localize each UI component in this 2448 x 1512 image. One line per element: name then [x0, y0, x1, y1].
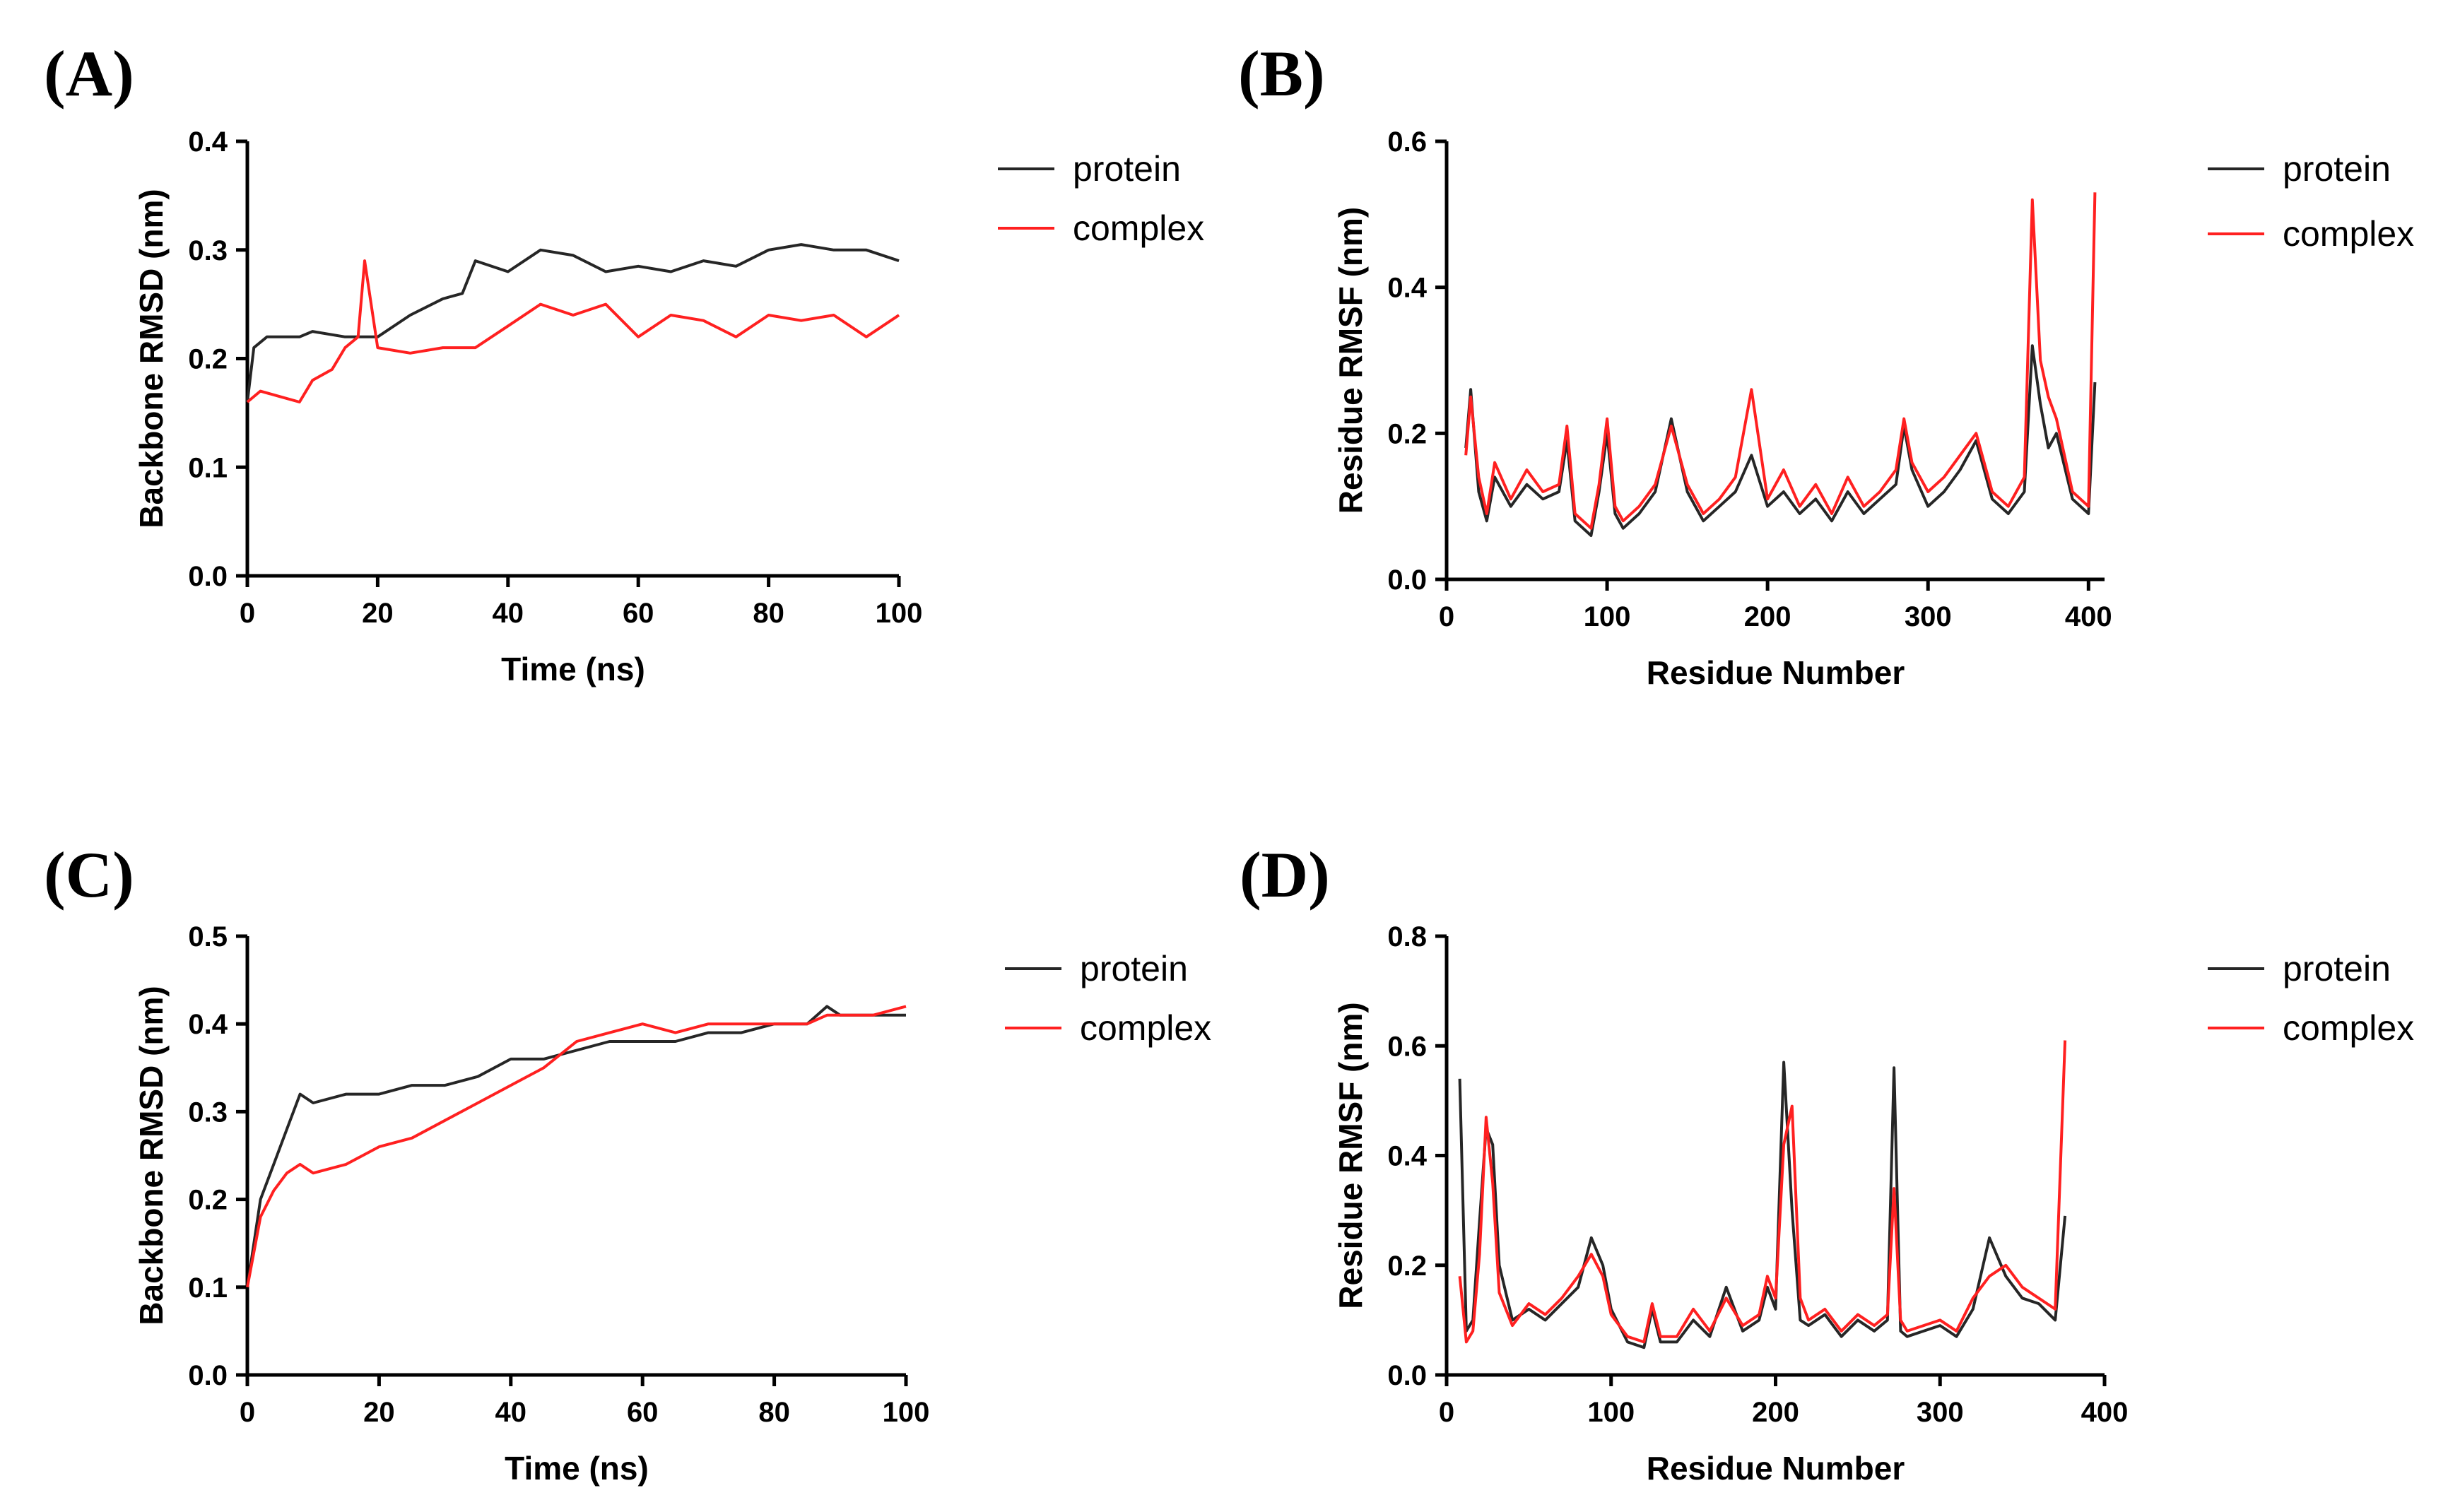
legend-label-complex: complex: [1073, 208, 1205, 248]
legend-item-protein: protein: [2208, 148, 2391, 189]
x-tick-label: 0: [240, 598, 255, 629]
legend-item-complex: complex: [998, 208, 1204, 249]
x-tick-label: 60: [623, 598, 654, 629]
y-tick-label: 0.2: [1387, 418, 1427, 449]
legend-swatch-complex: [1005, 1027, 1061, 1029]
series-line-protein: [246, 1005, 906, 1288]
y-tick-label: 0.2: [1387, 1251, 1427, 1282]
x-tick-label: 300: [1905, 601, 1952, 632]
x-tick-label: 200: [1744, 601, 1791, 632]
x-tick-label: 80: [753, 598, 784, 629]
panel-label: (C): [44, 839, 134, 911]
legend-swatch-protein: [2208, 967, 2264, 970]
legend-swatch-complex: [2208, 232, 2264, 235]
panel-a: (A) 0.0 0.1 0.2 0.3 0.4 0 20 40 60 80 100 Time (ns)…: [0, 0, 1224, 756]
x-tick-label: 40: [495, 1397, 527, 1428]
y-tick-label: 0.6: [1387, 1031, 1427, 1062]
x-tick-label: 40: [493, 598, 524, 629]
y-tick-label: 0.3: [188, 1097, 228, 1128]
legend-label-complex: complex: [1080, 1008, 1212, 1048]
y-tick-label: 0.1: [188, 452, 228, 483]
y-tick-label: 0.4: [1387, 273, 1427, 304]
rmsd-chart-c: 0.0 0.1 0.2 0.3 0.4 0.5 0 20 40 60 80 100 Time (ns) B…: [133, 921, 930, 1487]
panel-label: (B): [1238, 37, 1325, 110]
y-tick-label: 0.2: [188, 1185, 228, 1216]
rmsd-chart-a: 0.0 0.1 0.2 0.3 0.4 0 20 40 60 80 100 Time (ns) Back…: [133, 126, 923, 687]
x-axis-label: Residue Number: [1647, 654, 1905, 691]
x-tick-label: 60: [627, 1397, 659, 1428]
series-line-complex: [1458, 1040, 2067, 1344]
y-tick-label: 0.3: [188, 235, 228, 266]
x-tick-label: 300: [1917, 1397, 1964, 1428]
panel-label: (D): [1240, 839, 1330, 911]
x-axis-label: Residue Number: [1647, 1450, 1905, 1487]
legend-label-protein: protein: [2283, 949, 2391, 988]
y-tick-label: 0.0: [1387, 565, 1427, 596]
y-tick-label: 0.1: [188, 1272, 228, 1304]
y-tick-label: 0.0: [188, 561, 228, 592]
y-tick-label: 0.4: [188, 1009, 228, 1040]
y-axis-label: Residue RMSF (nm): [1332, 207, 1369, 514]
y-tick-label: 0.0: [188, 1360, 228, 1391]
legend-item-protein: protein: [1005, 948, 1188, 989]
y-tick-label: 0.4: [1387, 1141, 1427, 1172]
x-tick-label: 0: [240, 1397, 255, 1428]
panel-d: (D) 0.0 0.2 0.4 0.6 0.8 0 100 200 300 400 Residue …: [1224, 756, 2448, 1512]
x-tick-label: 100: [1587, 1397, 1635, 1428]
y-axis-label: Backbone RMSD (nm): [133, 189, 170, 528]
x-tick-label: 80: [758, 1397, 790, 1428]
legend-swatch-complex: [998, 227, 1054, 230]
legend-swatch-protein: [998, 167, 1054, 170]
legend-label-protein: protein: [2283, 149, 2391, 189]
series-line-complex: [246, 1005, 907, 1288]
legend-label-protein: protein: [1080, 949, 1188, 988]
x-tick-label: 200: [1752, 1397, 1799, 1428]
x-tick-label: 0: [1439, 1397, 1454, 1428]
x-axis-label: Time (ns): [505, 1450, 649, 1487]
series-line-protein: [1458, 1061, 2067, 1349]
legend-item-complex: complex: [2208, 1008, 2414, 1049]
rmsf-chart-b: 0.0 0.2 0.4 0.6 0 100 200 300 400 Residue Number R…: [1332, 126, 2112, 691]
x-tick-label: 400: [2081, 1397, 2129, 1428]
x-tick-label: 20: [362, 598, 394, 629]
x-tick-label: 0: [1439, 601, 1454, 632]
legend-label-protein: protein: [1073, 149, 1181, 189]
y-tick-label: 0.4: [188, 126, 228, 158]
y-tick-label: 0.0: [1387, 1360, 1427, 1391]
y-axis-label: Backbone RMSD (nm): [133, 986, 170, 1325]
legend-item-protein: protein: [2208, 948, 2391, 989]
legend-item-complex: complex: [2208, 213, 2414, 254]
legend-swatch-protein: [2208, 167, 2264, 170]
panel-label: (A): [44, 37, 134, 110]
rmsf-chart-d: 0.0 0.2 0.4 0.6 0.8 0 100 200 300 400 Residue Numb…: [1332, 921, 2129, 1487]
legend-swatch-complex: [2208, 1027, 2264, 1029]
legend-label-complex: complex: [2283, 214, 2415, 254]
y-tick-label: 0.6: [1387, 126, 1427, 158]
y-tick-label: 0.5: [188, 921, 228, 952]
x-tick-label: 100: [1584, 601, 1631, 632]
legend-item-protein: protein: [998, 148, 1181, 189]
legend-label-complex: complex: [2283, 1008, 2415, 1048]
x-tick-label: 100: [876, 598, 923, 629]
series-line-complex: [1464, 192, 2097, 530]
y-axis-label: Residue RMSF (nm): [1332, 1002, 1369, 1309]
x-tick-label: 400: [2065, 601, 2112, 632]
y-tick-label: 0.2: [188, 344, 228, 375]
panel-b: (B) 0.0 0.2 0.4 0.6 0 100 200 300 400 Residue Num…: [1224, 0, 2448, 756]
x-axis-label: Time (ns): [501, 651, 645, 687]
legend-swatch-protein: [1005, 967, 1061, 970]
x-tick-label: 20: [363, 1397, 395, 1428]
legend-item-complex: complex: [1005, 1008, 1211, 1049]
x-tick-label: 100: [883, 1397, 930, 1428]
series-line-protein: [1464, 344, 2097, 537]
y-tick-label: 0.8: [1387, 921, 1427, 952]
panel-c: (C) 0.0 0.1 0.2 0.3 0.4 0.5 0 20 40 60 80 100 Time (…: [0, 756, 1224, 1512]
series-line-protein: [246, 243, 900, 403]
series-line-complex: [246, 259, 900, 403]
